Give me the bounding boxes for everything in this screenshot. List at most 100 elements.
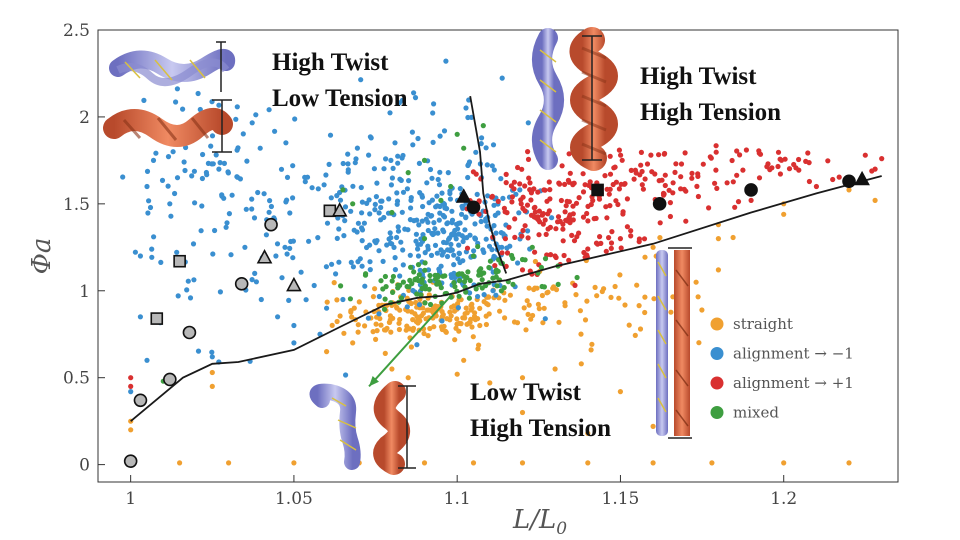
data-point-2 [535,189,541,195]
data-point-1 [290,163,296,169]
data-point-2 [681,186,687,192]
data-point-1 [416,160,422,166]
data-point-2 [581,249,587,256]
data-point-0 [612,283,618,290]
data-point-0 [372,286,378,292]
data-point-1 [413,231,419,237]
data-point-1 [410,287,416,294]
data-point-2 [683,218,689,224]
filament-illustration-bottom-middle [309,381,416,475]
data-point-1 [485,193,491,199]
data-point-0 [589,341,595,347]
data-point-1 [372,207,378,213]
data-point-1 [185,278,191,284]
data-point-1 [367,134,373,140]
data-point-3 [390,273,396,280]
marker-square [150,312,164,325]
data-point-2 [562,209,568,215]
data-point-2 [695,171,701,177]
data-point-3 [419,276,425,282]
data-point-2 [805,150,811,156]
data-point-1 [500,231,506,237]
data-point-1 [249,277,255,283]
data-point-1 [350,264,356,270]
data-point-1 [146,198,152,204]
data-point-1 [273,253,279,259]
data-point-1 [340,296,346,303]
data-point-1 [261,191,267,197]
data-point-1 [445,170,451,176]
data-point-2 [648,152,654,158]
data-point-2 [617,236,624,242]
data-point-1 [191,168,197,174]
data-point-3 [398,295,405,301]
data-point-3 [382,296,388,302]
data-point-2 [616,186,623,192]
data-point-0 [454,371,460,377]
data-point-1 [499,75,505,81]
data-point-0 [468,316,474,322]
data-point-1 [329,261,335,267]
data-point-1 [174,249,180,255]
data-point-0 [463,305,469,311]
data-point-0 [578,361,584,367]
data-point-1 [216,102,222,108]
data-point-2 [560,226,566,232]
data-point-2 [543,231,549,237]
data-point-1 [210,161,216,167]
data-point-3 [493,274,499,280]
data-point-2 [560,238,566,244]
data-point-2 [735,199,742,205]
data-point-2 [732,204,738,210]
data-point-0 [420,310,426,316]
data-point-3 [454,131,460,137]
data-point-2 [712,180,718,186]
data-point-2 [777,156,783,162]
data-point-1 [290,255,296,261]
data-point-1 [415,246,421,252]
y-axis: 0 0.5 1 1.5 2 2.5 [63,21,105,476]
data-point-2 [641,236,648,242]
data-point-1 [284,174,291,180]
data-point-1 [149,254,155,260]
filament-illustration-right [656,247,692,439]
data-point-1 [284,197,290,203]
data-point-2 [633,170,639,176]
data-point-1 [392,255,398,261]
data-point-0 [425,333,431,339]
legend-label: alignment → +1 [733,374,854,392]
data-point-2 [555,214,562,220]
marker-circle [264,217,278,232]
data-point-1 [306,238,312,244]
data-point-2 [526,175,532,181]
data-point-2 [607,203,613,209]
data-point-0 [616,295,622,301]
data-point-1 [395,160,401,166]
data-point-1 [383,156,389,162]
data-point-1 [405,227,411,233]
data-point-0 [410,325,417,331]
data-point-1 [216,166,222,172]
data-point-0 [562,300,568,306]
data-point-3 [470,253,477,259]
data-point-0 [541,305,547,311]
data-point-1 [263,232,269,238]
data-point-1 [167,201,173,207]
data-point-3 [347,296,353,302]
data-point-0 [461,357,467,363]
data-point-1 [223,224,229,230]
data-point-0 [668,309,674,315]
data-point-0 [421,460,428,466]
data-point-1 [266,107,272,113]
data-point-1 [362,283,368,289]
data-point-2 [782,156,788,162]
data-point-0 [355,329,361,335]
data-point-0 [536,306,542,312]
data-point-1 [424,180,430,186]
data-point-2 [603,204,609,210]
data-point-1 [195,90,201,97]
data-point-1 [321,182,327,188]
data-point-1 [251,215,258,221]
data-point-2 [470,169,476,175]
